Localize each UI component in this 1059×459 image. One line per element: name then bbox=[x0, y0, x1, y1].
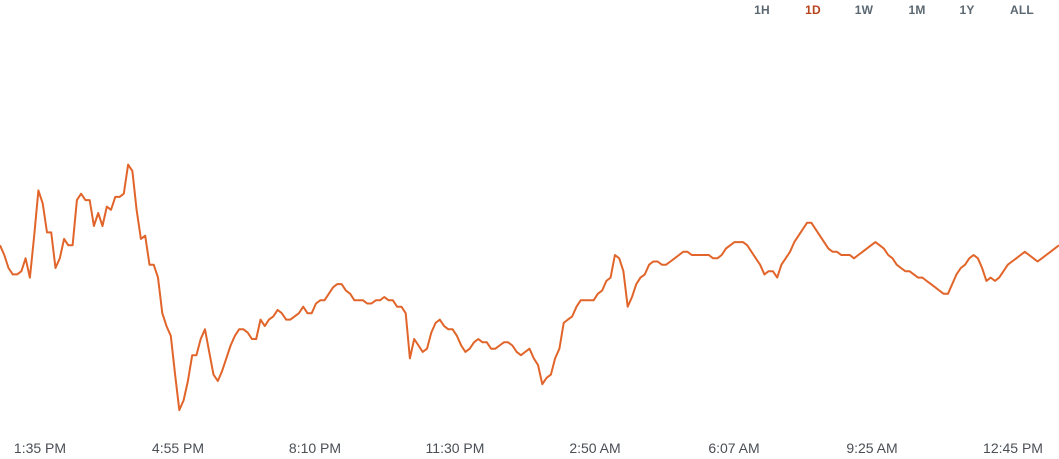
x-axis-ticks: 1:35 PM 4:55 PM 8:10 PM 11:30 PM 2:50 AM 6:07… bbox=[14, 440, 1043, 456]
range-tab-1w[interactable]: 1W bbox=[854, 3, 874, 17]
series-line bbox=[0, 163, 1059, 412]
range-tab-1h[interactable]: 1H bbox=[754, 3, 770, 17]
x-tick-label: 4:55 PM bbox=[152, 440, 204, 456]
range-tab-1y[interactable]: 1Y bbox=[959, 3, 975, 17]
x-tick-label: 9:25 AM bbox=[846, 440, 897, 456]
time-range-selector: 1H 1D 1W 1M 1Y ALL bbox=[754, 3, 1059, 19]
x-tick-label: 11:30 PM bbox=[426, 440, 485, 456]
x-tick-label: 2:50 AM bbox=[569, 440, 620, 456]
range-tab-all[interactable]: ALL bbox=[1010, 3, 1034, 17]
line-layer bbox=[0, 163, 1059, 412]
x-tick-label: 12:45 PM bbox=[983, 440, 1043, 456]
x-tick-label: 8:10 PM bbox=[289, 440, 341, 456]
range-tab-1m[interactable]: 1M bbox=[908, 3, 926, 17]
range-tab-1d[interactable]: 1D bbox=[805, 3, 821, 17]
x-tick-label: 1:35 PM bbox=[14, 440, 66, 456]
x-tick-label: 6:07 AM bbox=[708, 440, 759, 456]
